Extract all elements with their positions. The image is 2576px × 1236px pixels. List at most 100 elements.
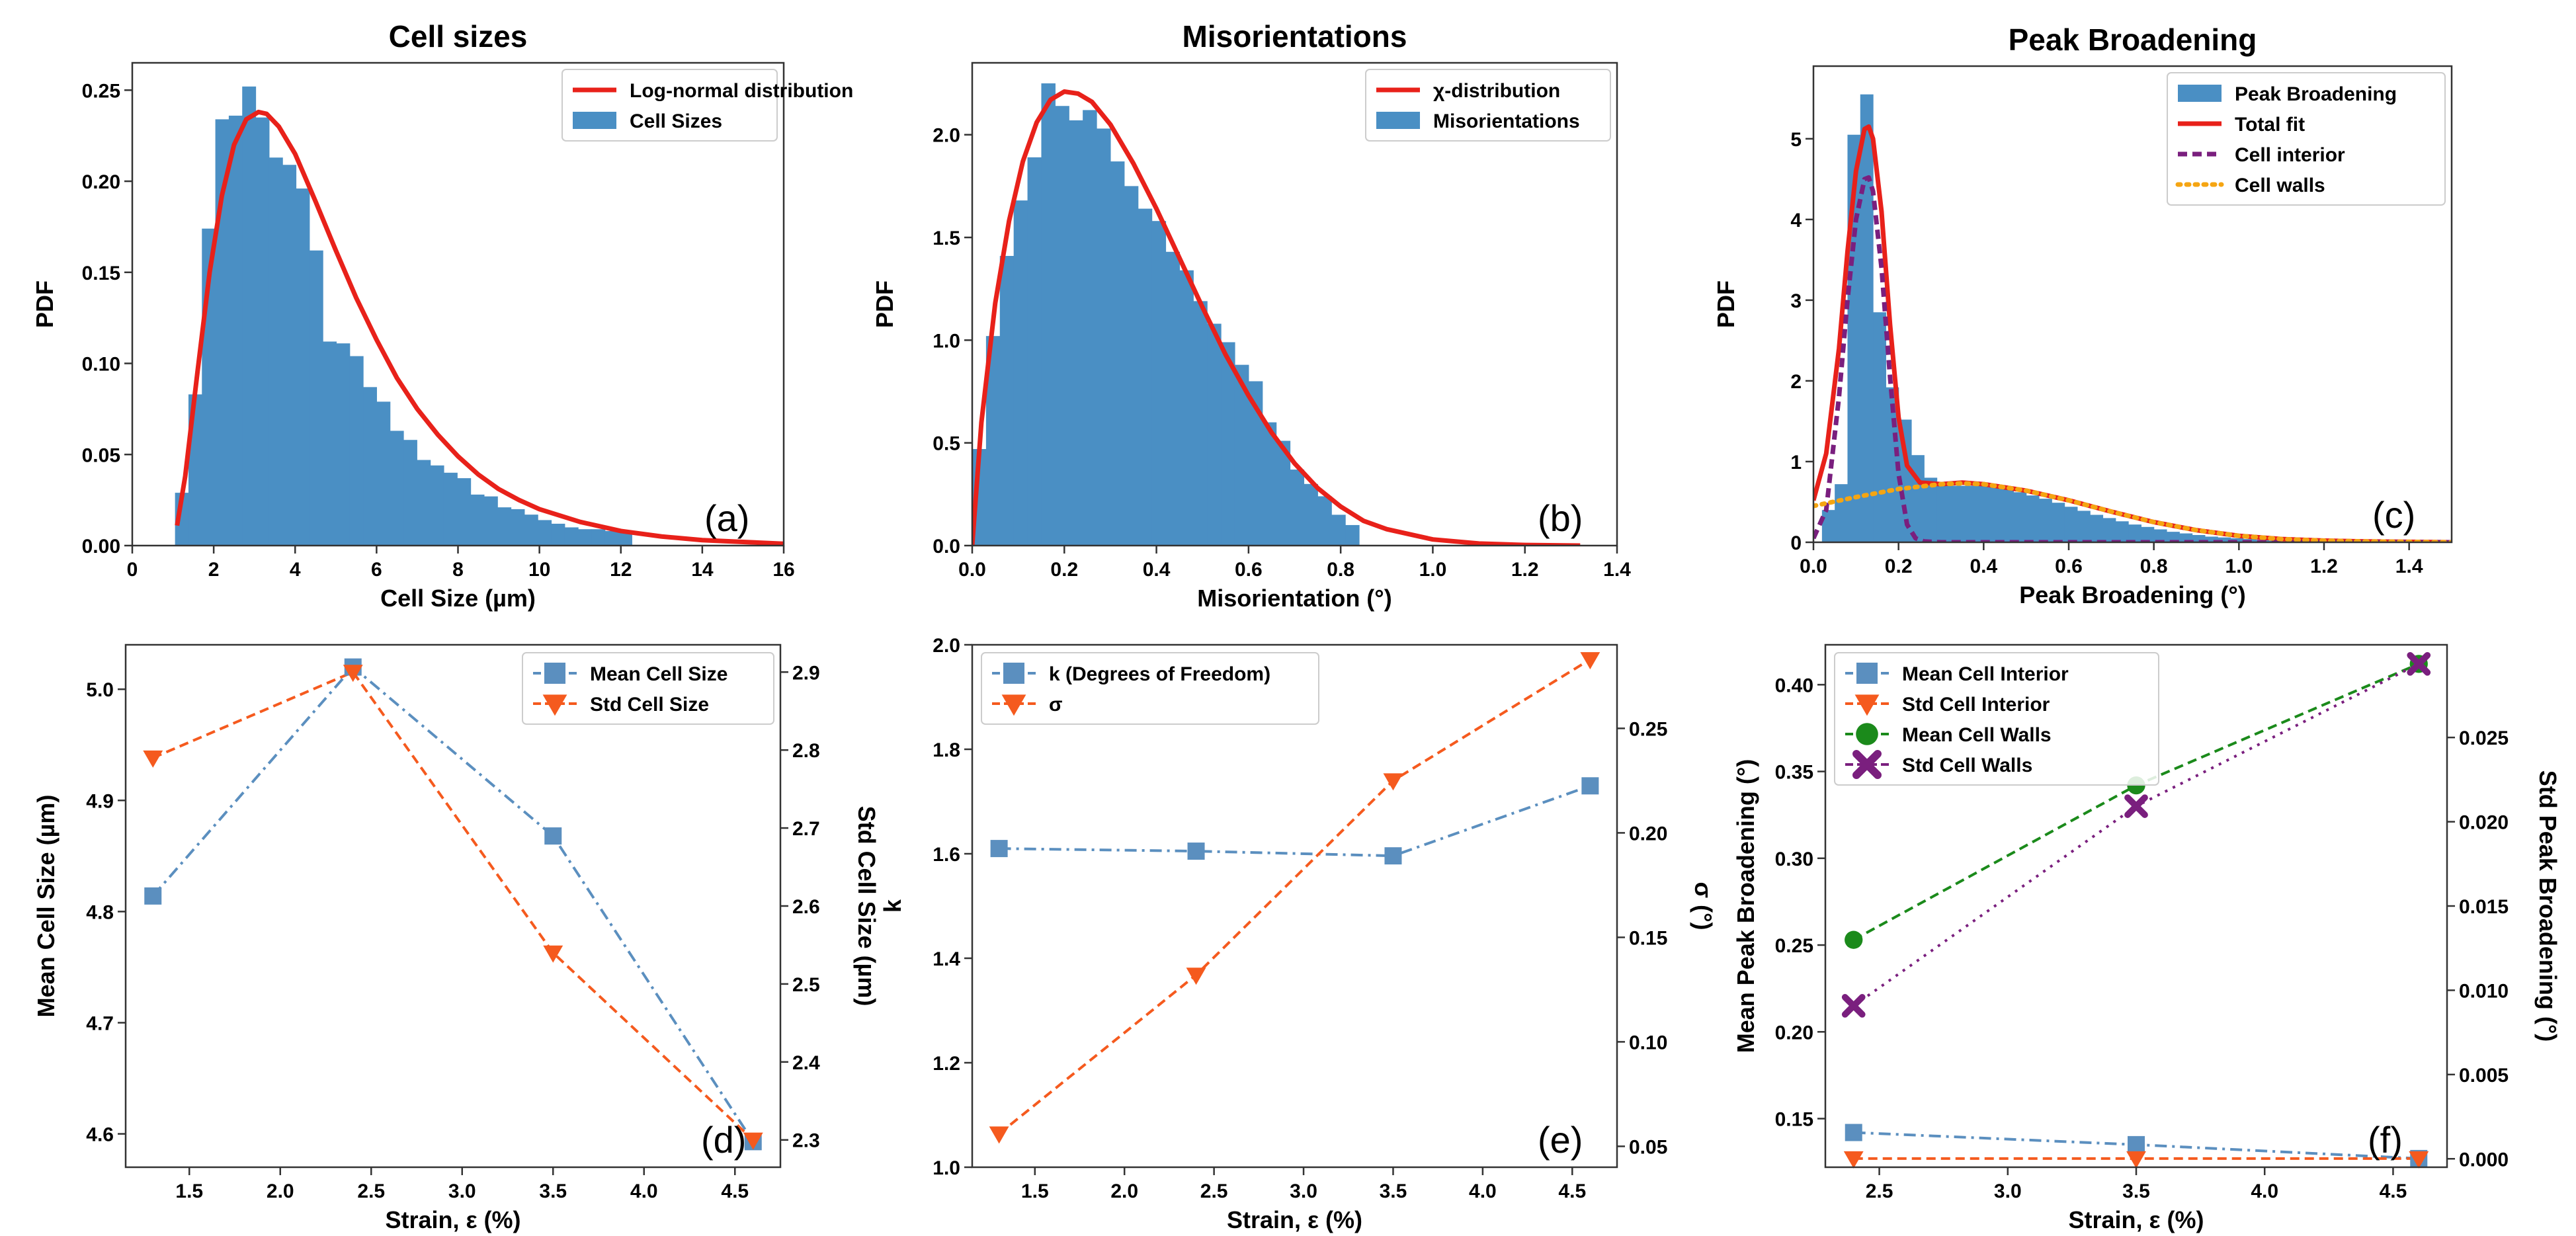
- x-tick-label: 1.0: [2225, 556, 2253, 577]
- y-right-tick-label: 2.5: [792, 974, 820, 996]
- histogram-bar: [2128, 524, 2141, 542]
- series-1-point: [543, 945, 563, 963]
- legend-label: Std Cell Size: [590, 694, 709, 716]
- x-tick-label: 1.2: [2310, 556, 2338, 577]
- panel-letter: (b): [1538, 497, 1583, 539]
- histogram-bar: [591, 529, 606, 546]
- histogram-bar: [604, 530, 619, 546]
- x-tick-label: 2.0: [1110, 1180, 1138, 1202]
- histogram-a: [175, 86, 632, 546]
- panel-letter: (c): [2372, 494, 2415, 536]
- histogram-bar: [2166, 532, 2180, 542]
- histogram-bar: [336, 343, 351, 546]
- y-right-axis-label: σ (°): [1690, 882, 1717, 930]
- y-tick-label: 0.35: [1775, 762, 1813, 784]
- legend-label: Std Cell Walls: [1902, 755, 2032, 776]
- legend-label: χ-distribution: [1433, 80, 1560, 102]
- plot-area-c: [1813, 94, 2452, 542]
- series-2-point: [1845, 930, 1863, 949]
- y-tick-label: 4.6: [86, 1124, 114, 1146]
- histogram-bar: [1151, 221, 1167, 546]
- histogram-bar: [2090, 515, 2104, 542]
- histogram-bar: [1975, 485, 1989, 542]
- x-tick-label: 2.5: [1866, 1180, 1893, 1202]
- y-tick-label: 5: [1790, 129, 1802, 151]
- x-tick-label: 3.5: [1380, 1180, 1407, 1202]
- histogram-bar: [2102, 518, 2116, 542]
- legend-f: Mean Cell Interior Std Cell Interior Mean …: [1834, 652, 2159, 786]
- curve--distribution: [972, 89, 1581, 546]
- y-right-tick-label: 0.020: [2459, 812, 2509, 834]
- y-tick-label: 5.0: [86, 679, 114, 701]
- x-tick-label: 2.0: [267, 1180, 294, 1202]
- histogram-bar: [1234, 364, 1249, 546]
- y-tick-label: 3: [1790, 290, 1802, 312]
- panel-a-cell-sizes: 0 2 4 6 8 10 12 14 16 0.00 0.05 0.10 0.15 0.20 0.25 Cel…: [31, 19, 853, 612]
- legend-label: k (Degrees of Freedom): [1049, 663, 1270, 685]
- legend-box: [2167, 72, 2446, 206]
- x-tick-label: 14: [691, 559, 714, 581]
- x-tick-label: 3.0: [448, 1180, 476, 1202]
- curve-cell-walls: [1813, 481, 2452, 542]
- histogram-bar: [1138, 208, 1153, 546]
- chart-title: Peak Broadening: [2009, 22, 2257, 57]
- histogram-bar: [1873, 312, 1886, 542]
- x-tick-label: 0.6: [2055, 556, 2083, 577]
- y-tick-label: 1.5: [933, 227, 960, 249]
- histogram-bar: [1317, 496, 1332, 546]
- legend-label: Total fit: [2235, 114, 2305, 136]
- series-3-point-stroke-2: [2124, 794, 2148, 818]
- plot-area-e: [998, 658, 1591, 1135]
- histogram-bar: [1193, 301, 1208, 546]
- legend-b: χ-distribution Misorientations: [1365, 69, 1611, 142]
- series-0-point: [144, 887, 162, 905]
- histogram-bar: [2153, 529, 2167, 542]
- y-tick-label: 1.4: [933, 948, 960, 970]
- y-tick-label: 0.10: [82, 354, 120, 376]
- histogram-bar: [1276, 440, 1291, 546]
- y-right-axis-label: Std Peak Broadening (°): [2534, 770, 2561, 1042]
- y-right-tick-label: 0.000: [2459, 1149, 2509, 1171]
- y-axis-label: k: [879, 899, 906, 913]
- histogram-bar: [1304, 483, 1318, 546]
- series-1-point: [989, 1126, 1009, 1144]
- histogram-bar: [1207, 323, 1222, 546]
- histogram-bar: [1962, 485, 1976, 542]
- y-tick-label: 0.25: [1775, 935, 1813, 957]
- series-3-point: [2124, 794, 2148, 818]
- x-tick-label: 0.0: [1800, 556, 1827, 577]
- x-tick-label: 2.5: [1200, 1180, 1228, 1202]
- histogram-bar: [403, 440, 417, 546]
- y-axis-label: PDF: [871, 280, 898, 328]
- legend-box: [1365, 69, 1611, 142]
- x-axis-label: Strain, ε (%): [1227, 1206, 1362, 1233]
- x-tick-label: 3.0: [1290, 1180, 1317, 1202]
- y-tick-label: 4.7: [86, 1012, 114, 1034]
- series-1-point: [343, 665, 363, 682]
- legend-label: Std Cell Interior: [1902, 694, 2050, 716]
- histogram-bar: [1911, 455, 1925, 542]
- series-3-point-stroke-2: [2407, 651, 2431, 676]
- histogram-bar: [349, 356, 364, 546]
- panel-letter: (a): [704, 497, 749, 539]
- panel-letter: (f): [2368, 1119, 2403, 1161]
- x-tick-label: 4: [290, 559, 301, 581]
- series-0-point: [1581, 777, 1599, 795]
- chart-title: Cell sizes: [389, 19, 528, 54]
- legend-marker-stroke-2: [1852, 750, 1882, 779]
- x-axis-label: Strain, ε (%): [385, 1206, 520, 1233]
- histogram-bar: [2115, 521, 2129, 542]
- x-tick-label: 10: [528, 559, 550, 581]
- axes-frame-e: [971, 643, 1618, 1169]
- x-tick-label: 0.6: [1235, 559, 1263, 581]
- histogram-bar: [417, 460, 431, 546]
- histogram-bar: [430, 465, 444, 546]
- panel-f-peak-broadening-vs-strain: 2.5 3.0 3.5 4.0 4.5 0.15 0.20 0.25 0.30 0.35 0.40 0…: [1732, 643, 2561, 1233]
- series-line-0: [999, 784, 1591, 858]
- series-3-point: [2407, 651, 2431, 676]
- histogram-bar: [2052, 503, 2065, 542]
- legend-box: [981, 652, 1319, 725]
- legend-marker: [544, 663, 565, 684]
- histogram-bar: [1835, 484, 1849, 542]
- histogram-bar: [1898, 419, 1912, 542]
